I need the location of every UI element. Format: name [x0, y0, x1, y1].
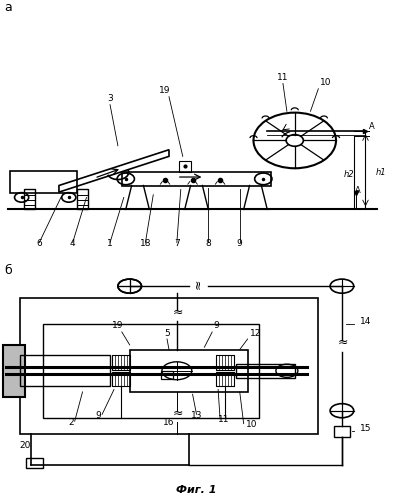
Text: 9: 9 [237, 240, 242, 248]
Text: ≈: ≈ [173, 306, 183, 318]
Bar [334, 426, 350, 436]
Text: A: A [355, 186, 360, 196]
Text: 3: 3 [107, 94, 113, 102]
Bar [20, 298, 318, 434]
Bar [161, 371, 173, 379]
Bar [10, 171, 77, 194]
Bar [236, 364, 295, 378]
Bar [179, 161, 191, 172]
Text: 1: 1 [107, 240, 113, 248]
Text: ≈: ≈ [173, 406, 183, 420]
Text: Фиг. 1: Фиг. 1 [176, 485, 217, 495]
Text: 12: 12 [250, 328, 261, 338]
Text: 6: 6 [37, 240, 42, 248]
Text: 13: 13 [191, 411, 202, 420]
Text: 11: 11 [277, 72, 289, 82]
Text: 14: 14 [360, 317, 371, 326]
Bar [20, 356, 110, 386]
Text: 20: 20 [20, 442, 31, 450]
Bar [122, 172, 271, 186]
Bar [77, 190, 88, 210]
Bar [26, 458, 43, 468]
Text: 11: 11 [218, 416, 230, 424]
Text: 9: 9 [213, 322, 219, 330]
Bar [216, 356, 234, 370]
Text: 2: 2 [68, 418, 73, 427]
Bar [3, 345, 25, 397]
Text: 8: 8 [206, 240, 211, 248]
Text: h1: h1 [375, 168, 386, 177]
Text: а: а [4, 0, 12, 14]
Bar [43, 324, 259, 418]
Text: 5: 5 [164, 328, 170, 338]
Text: 9: 9 [95, 411, 101, 420]
Text: 10: 10 [246, 420, 257, 429]
Text: A: A [369, 122, 374, 130]
Text: 7: 7 [174, 240, 180, 248]
Bar [112, 356, 130, 370]
Text: h2: h2 [344, 170, 354, 179]
Text: ≈: ≈ [338, 336, 348, 349]
Text: ≈: ≈ [192, 278, 205, 288]
Text: 4: 4 [70, 240, 75, 248]
Bar [24, 190, 35, 210]
Text: 15: 15 [360, 424, 371, 434]
Text: 19: 19 [159, 86, 171, 95]
Bar [130, 350, 248, 392]
Text: 19: 19 [112, 322, 124, 330]
Text: б: б [4, 264, 12, 278]
Bar [216, 372, 234, 386]
Text: 16: 16 [163, 418, 175, 427]
Text: 10: 10 [320, 78, 332, 87]
Bar [112, 372, 130, 386]
Text: 18: 18 [140, 240, 151, 248]
